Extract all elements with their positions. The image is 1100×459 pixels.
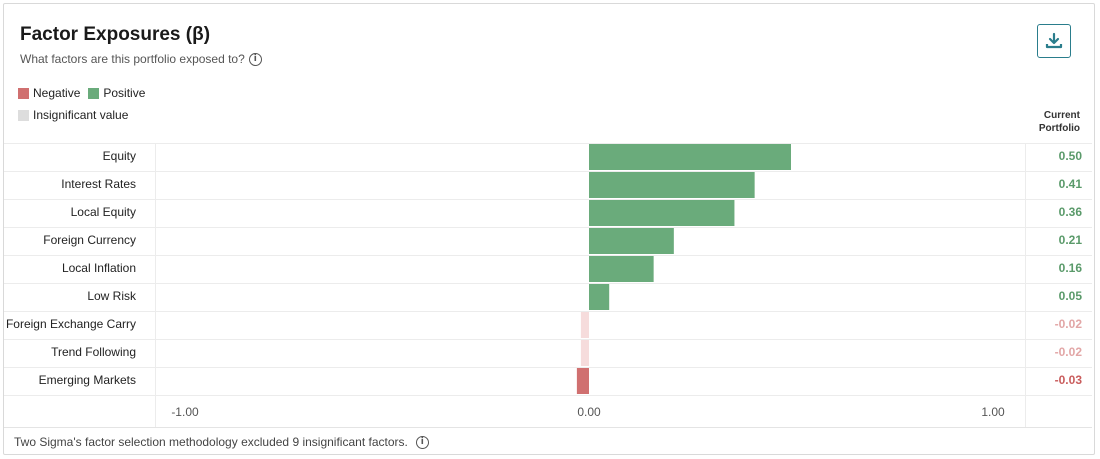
factor-label: Local Equity bbox=[70, 205, 136, 219]
column-header-line1: Current bbox=[1043, 110, 1080, 121]
chart-title: Factor Exposures (β) bbox=[20, 24, 211, 45]
legend-item-negative[interactable]: Negative bbox=[18, 86, 80, 100]
factor-label: Emerging Markets bbox=[38, 373, 136, 387]
factor-exposures-card bbox=[3, 3, 1095, 455]
chart-subtitle: What factors are this portfolio exposed … bbox=[20, 52, 262, 66]
x-tick-label: 0.00 bbox=[577, 405, 601, 419]
legend-swatch-negative bbox=[18, 87, 29, 99]
legend: Negative Positive Insignificant value bbox=[18, 82, 153, 126]
factor-value: 0.50 bbox=[1058, 149, 1082, 163]
factor-label: Trend Following bbox=[51, 345, 136, 359]
info-icon[interactable]: i bbox=[248, 52, 262, 66]
legend-label-negative: Negative bbox=[33, 86, 81, 100]
bar-emerging-markets[interactable] bbox=[576, 368, 589, 394]
factor-label: Local Inflation bbox=[61, 261, 136, 275]
factor-value: 0.16 bbox=[1058, 261, 1082, 275]
bar-equity[interactable] bbox=[589, 144, 791, 170]
factor-label: Foreign Currency bbox=[43, 233, 136, 247]
column-header-line2: Portfolio bbox=[1038, 123, 1080, 134]
factor-value: 0.36 bbox=[1058, 205, 1082, 219]
legend-label-insignificant: Insignificant value bbox=[33, 108, 129, 122]
factor-value: -0.02 bbox=[1054, 317, 1082, 331]
factor-value: -0.03 bbox=[1054, 373, 1082, 387]
factor-label: Low Risk bbox=[87, 289, 136, 303]
bar-foreign-currency[interactable] bbox=[589, 228, 674, 254]
factor-labels: Equity Interest Rates Local Equity Foreign … bbox=[0, 142, 150, 394]
footer-text: Two Sigma's factor selection methodology… bbox=[14, 435, 408, 449]
bar-trend-following[interactable] bbox=[580, 340, 589, 366]
bar-local-equity[interactable] bbox=[589, 200, 735, 226]
download-icon bbox=[1045, 32, 1063, 49]
factor-value: 0.05 bbox=[1058, 289, 1082, 303]
factor-value: -0.02 bbox=[1054, 345, 1082, 359]
factor-value: 0.41 bbox=[1058, 177, 1082, 191]
subtitle-text: What factors are this portfolio exposed … bbox=[20, 52, 245, 66]
column-header-current-portfolio: Current Portfolio bbox=[1020, 109, 1080, 135]
bar-interest-rates[interactable] bbox=[589, 172, 755, 198]
legend-label-positive: Positive bbox=[103, 86, 146, 100]
footer-info-icon[interactable]: i bbox=[415, 435, 429, 449]
legend-item-positive[interactable]: Positive bbox=[88, 86, 145, 100]
factor-values: 0.50 0.41 0.36 0.21 0.16 0.05 -0.02 -0.02 -0.03 bbox=[1022, 142, 1082, 394]
legend-swatch-positive bbox=[88, 87, 100, 99]
footer-note: Two Sigma's factor selection methodology… bbox=[14, 435, 429, 449]
legend-item-insignificant[interactable]: Insignificant value bbox=[18, 108, 128, 122]
factor-value: 0.21 bbox=[1058, 233, 1082, 247]
factor-label: Foreign Exchange Carry bbox=[5, 317, 136, 331]
legend-swatch-insignificant bbox=[18, 109, 29, 121]
factor-label: Equity bbox=[102, 149, 136, 163]
x-tick-label: 1.00 bbox=[981, 405, 1005, 419]
download-button[interactable] bbox=[1037, 24, 1071, 58]
factor-label: Interest Rates bbox=[61, 177, 136, 191]
bar-low-risk[interactable] bbox=[589, 284, 610, 310]
bar-local-inflation[interactable] bbox=[589, 256, 654, 282]
bar-foreign-exchange-carry[interactable] bbox=[580, 312, 589, 338]
x-tick-label: -1.00 bbox=[171, 405, 199, 419]
